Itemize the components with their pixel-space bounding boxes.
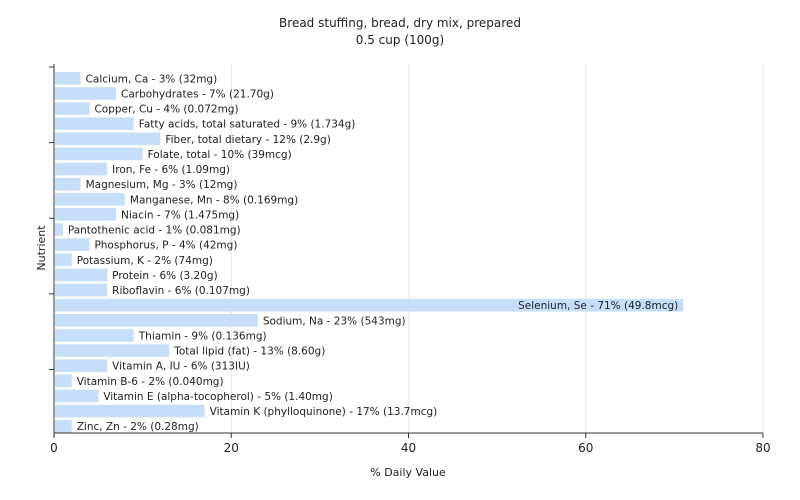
bar xyxy=(55,359,108,372)
chart-title: Bread stuffing, bread, dry mix, prepared xyxy=(279,16,521,30)
bar xyxy=(55,87,117,100)
bar-label: Thiamin - 9% (0.136mg) xyxy=(138,330,267,342)
x-tick-label: 20 xyxy=(224,441,239,455)
bars: Calcium, Ca - 3% (32mg) Carbohydrates - 7… xyxy=(55,72,684,433)
bar-label: Pantothenic acid - 1% (0.081mg) xyxy=(68,225,241,237)
bar-label: Calcium, Ca - 3% (32mg) xyxy=(86,73,218,85)
bar-label: Total lipid (fat) - 13% (8.60g) xyxy=(173,346,325,358)
bar xyxy=(55,389,99,403)
bar xyxy=(55,253,72,267)
bar xyxy=(55,72,81,85)
bar-label: Selenium, Se - 71% (49.8mcg) xyxy=(518,300,678,312)
bar xyxy=(55,117,134,130)
bar-label: Copper, Cu - 4% (0.072mg) xyxy=(94,104,238,116)
bar-label: Fatty acids, total saturated - 9% (1.734… xyxy=(139,119,356,131)
bar xyxy=(55,238,90,251)
bar xyxy=(55,298,684,312)
bar xyxy=(55,147,143,161)
bar xyxy=(55,208,117,221)
bar-label: Riboflavin - 6% (0.107mg) xyxy=(112,285,250,297)
bar-label: Magnesium, Mg - 3% (12mg) xyxy=(86,179,238,191)
x-tick-label: 80 xyxy=(755,441,770,455)
bar-label: Carbohydrates - 7% (21.70g) xyxy=(121,88,274,100)
chart-subtitle: 0.5 cup (100g) xyxy=(355,33,445,47)
bar xyxy=(55,329,134,342)
bar xyxy=(55,193,125,206)
bar xyxy=(55,102,90,115)
bar xyxy=(55,177,81,191)
bar-label: Sodium, Na - 23% (543mg) xyxy=(263,315,406,327)
y-axis-label: Nutrient xyxy=(35,225,48,271)
bar xyxy=(55,314,258,327)
bar xyxy=(55,162,108,176)
bar-label: Manganese, Mn - 8% (0.169mg) xyxy=(130,194,298,206)
bar-label: Potassium, K - 2% (74mg) xyxy=(77,255,213,267)
bar xyxy=(55,283,108,297)
bar xyxy=(55,223,63,236)
bar-label: Zinc, Zn - 2% (0.28mg) xyxy=(77,421,199,433)
x-tick-label: 0 xyxy=(50,441,58,455)
bar-label: Folate, total - 10% (39mcg) xyxy=(148,149,292,161)
bar-label: Iron, Fe - 6% (1.09mg) xyxy=(112,164,230,176)
bar xyxy=(55,132,161,146)
bar xyxy=(55,404,205,418)
bar-label: Vitamin K (phylloquinone) - 17% (13.7mcg… xyxy=(210,406,438,418)
bar xyxy=(55,344,170,357)
bar-label: Protein - 6% (3.20g) xyxy=(112,270,218,282)
bar-label: Vitamin A, IU - 6% (313IU) xyxy=(112,361,250,373)
axes: 0 20 40 60 80 xyxy=(49,64,771,455)
bar xyxy=(55,374,72,388)
x-tick-label: 60 xyxy=(578,441,593,455)
x-axis-label: % Daily Value xyxy=(370,466,446,479)
bar-label: Vitamin E (alpha-tocopherol) - 5% (1.40m… xyxy=(103,391,333,403)
bar-label: Niacin - 7% (1.475mg) xyxy=(121,209,239,221)
bar xyxy=(55,268,108,282)
bar-label: Phosphorus, P - 4% (42mg) xyxy=(94,240,237,252)
bar-label: Vitamin B-6 - 2% (0.040mg) xyxy=(77,376,224,388)
bar-label: Fiber, total dietary - 12% (2.9g) xyxy=(165,134,330,146)
bar xyxy=(55,419,72,433)
grid-lines xyxy=(230,64,764,433)
x-tick-label: 40 xyxy=(401,441,416,455)
